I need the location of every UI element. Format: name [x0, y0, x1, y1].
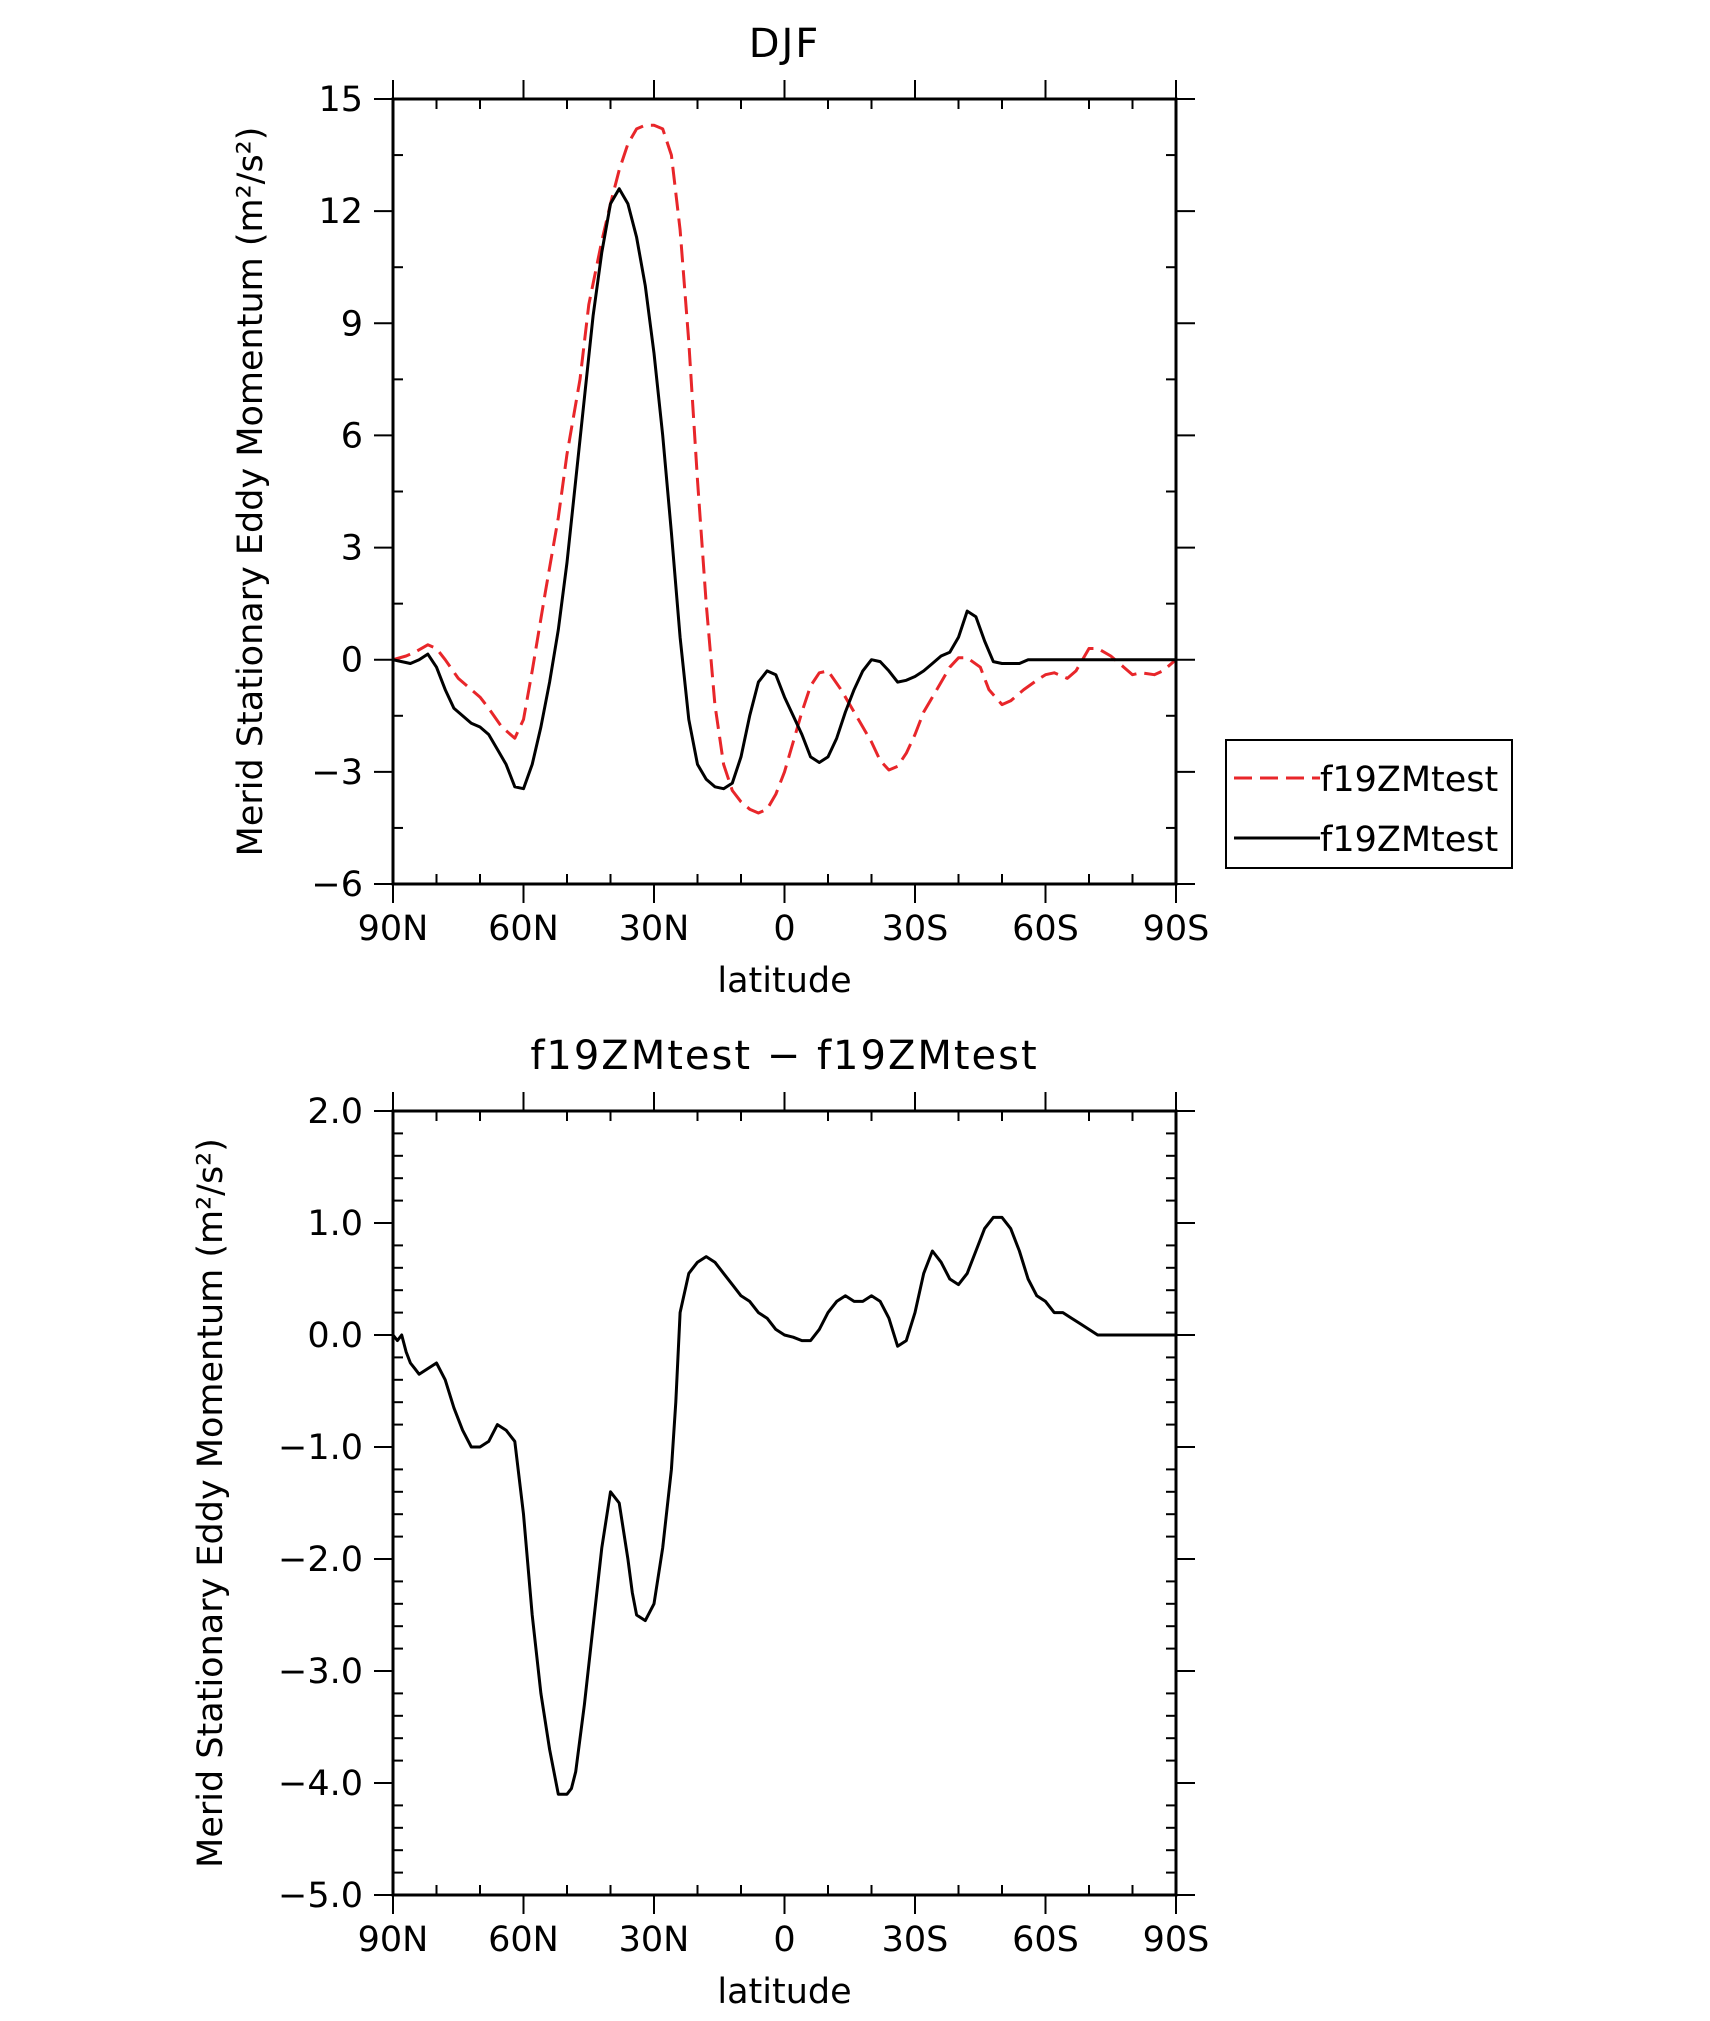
x-axis-label: latitude: [717, 961, 851, 1001]
x-tick-label: 60N: [488, 909, 559, 949]
plot-frame: [391, 97, 1178, 886]
y-tick-label: 2.0: [307, 1092, 363, 1132]
y-tick-label: 15: [318, 80, 363, 120]
y-tick-label: 3: [341, 529, 363, 569]
x-tick-label: 30N: [619, 909, 690, 949]
y-tick-label: 12: [318, 192, 363, 232]
x-tick-label: 60S: [1012, 909, 1079, 949]
bottom-chart-difference: f19ZMtest − f19ZMtest −5.0 −4.0 −3.0 −2.0 −1.…: [191, 1033, 1209, 2012]
series-line-0: [393, 123, 1176, 815]
x-tick-label: 30S: [882, 909, 949, 949]
series-line-0: [393, 1215, 1176, 1796]
top-chart-djf: DJF −6 −3 0 3 6 9 12 15 90N 60N 30N 0 30S 60S 90S latitu…: [231, 21, 1513, 1001]
y-tick-label: 0: [341, 641, 363, 681]
x-tick-label: 60S: [1012, 1920, 1079, 1960]
x-tick-label: 60N: [488, 1920, 559, 1960]
x-tick-label: 90N: [358, 909, 429, 949]
legend: f19ZMtest f19ZMtest: [1225, 739, 1513, 869]
x-tick-label: 30S: [882, 1920, 949, 1960]
plot-frame: [391, 1109, 1178, 1897]
legend-box: [1225, 739, 1513, 869]
y-axis-label: Merid Stationary Eddy Momentum (m²/s²): [231, 127, 271, 857]
x-tick-label: 30N: [619, 1920, 690, 1960]
legend-label-0: f19ZMtest: [1320, 760, 1498, 800]
y-tick-label: 1.0: [307, 1204, 363, 1244]
chart-title: DJF: [749, 21, 821, 67]
y-tick-label: −6: [311, 865, 363, 905]
y-tick-label: −3: [311, 753, 363, 793]
y-tick-label: −5.0: [278, 1876, 363, 1916]
y-tick-label: 9: [341, 304, 363, 344]
y-tick-label: −1.0: [278, 1428, 363, 1468]
y-tick-label: −4.0: [278, 1764, 363, 1804]
chart-title: f19ZMtest − f19ZMtest: [530, 1033, 1038, 1079]
tick-marks: [374, 1092, 1195, 1914]
x-tick-label: 90S: [1143, 1920, 1210, 1960]
x-tick-label: 0: [773, 909, 795, 949]
y-tick-label: −2.0: [278, 1540, 363, 1580]
y-axis-label: Merid Stationary Eddy Momentum (m²/s²): [191, 1138, 231, 1868]
x-axis-label: latitude: [717, 1972, 851, 2012]
series-line-1: [393, 187, 1176, 791]
tick-marks: [374, 80, 1195, 903]
y-tick-label: 6: [341, 416, 363, 456]
x-tick-label: 0: [773, 1920, 795, 1960]
y-tick-label: 0.0: [307, 1316, 363, 1356]
x-tick-label: 90N: [358, 1920, 429, 1960]
x-tick-label: 90S: [1143, 909, 1210, 949]
legend-label-1: f19ZMtest: [1320, 820, 1498, 860]
y-tick-label: −3.0: [278, 1652, 363, 1692]
